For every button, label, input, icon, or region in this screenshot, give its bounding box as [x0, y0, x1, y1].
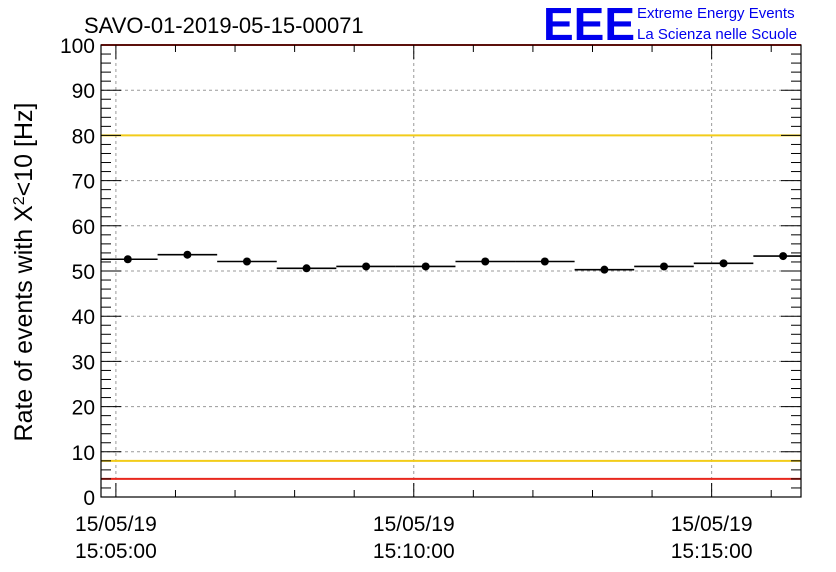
- y-tick-label: 40: [72, 306, 95, 329]
- y-tick-label: 60: [72, 216, 95, 239]
- eee-logo-mark: EEE: [543, 0, 635, 50]
- logo-line-2: La Scienza nelle Scuole: [637, 26, 797, 43]
- chart-title: SAVO-01-2019-05-15-00071: [84, 13, 364, 38]
- x-tick-time: 15:05:00: [75, 540, 157, 563]
- data-series: [101, 250, 801, 274]
- y-title-sup: 2: [11, 196, 28, 205]
- data-point: [540, 257, 549, 266]
- y-tick-label: 100: [60, 35, 95, 58]
- y-axis-title: Rate of events with X2<10 [Hz]: [10, 103, 38, 442]
- y-tick-label: 30: [72, 351, 95, 374]
- x-tick-time: 15:15:00: [671, 540, 753, 563]
- data-point: [242, 257, 251, 266]
- y-tick-label: 70: [72, 171, 95, 194]
- y-tick-label: 20: [72, 397, 95, 420]
- reference-lines: [101, 44, 801, 480]
- y-tick-label: 0: [83, 487, 95, 510]
- x-tick-time: 15:10:00: [373, 540, 455, 563]
- eee-logo: EEE Extreme Energy Events La Scienza nel…: [543, 0, 797, 50]
- y-title-post: <10 [Hz]: [10, 103, 38, 197]
- grid: [101, 45, 801, 497]
- x-axis: 15/05/19 15:05:00 15/05/19 15:10:00 15/05/19…: [75, 45, 772, 563]
- y-axis: 0 10 20 30 40 50 60 70 80 90 100: [60, 35, 801, 510]
- data-point: [779, 252, 788, 261]
- y-title-pre: Rate of events with X: [10, 205, 38, 442]
- y-tick-label: 80: [72, 125, 95, 148]
- x-tick-date: 15/05/19: [75, 513, 157, 536]
- data-point: [600, 265, 609, 274]
- data-point: [659, 262, 668, 271]
- data-point: [481, 257, 490, 266]
- data-point: [719, 259, 728, 268]
- data-point: [183, 250, 192, 259]
- data-point: [362, 262, 371, 271]
- logo-line-1: Extreme Energy Events: [637, 5, 795, 22]
- y-tick-label: 50: [72, 261, 95, 284]
- y-tick-label: 90: [72, 80, 95, 103]
- x-tick-date: 15/05/19: [373, 513, 455, 536]
- data-point: [123, 255, 132, 264]
- x-tick-date: 15/05/19: [671, 513, 753, 536]
- data-point: [421, 262, 430, 271]
- y-tick-label: 10: [72, 442, 95, 465]
- data-point: [302, 264, 311, 273]
